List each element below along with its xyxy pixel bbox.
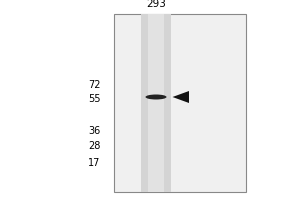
Bar <box>148 14 164 192</box>
Ellipse shape <box>146 95 167 99</box>
Text: 72: 72 <box>88 80 100 90</box>
Text: 36: 36 <box>88 126 100 136</box>
Bar <box>141 14 171 192</box>
Text: 28: 28 <box>88 141 100 151</box>
Bar <box>114 14 246 192</box>
Text: 55: 55 <box>88 94 100 104</box>
Polygon shape <box>172 91 189 103</box>
Text: 293: 293 <box>146 0 166 9</box>
Text: 17: 17 <box>88 158 100 168</box>
